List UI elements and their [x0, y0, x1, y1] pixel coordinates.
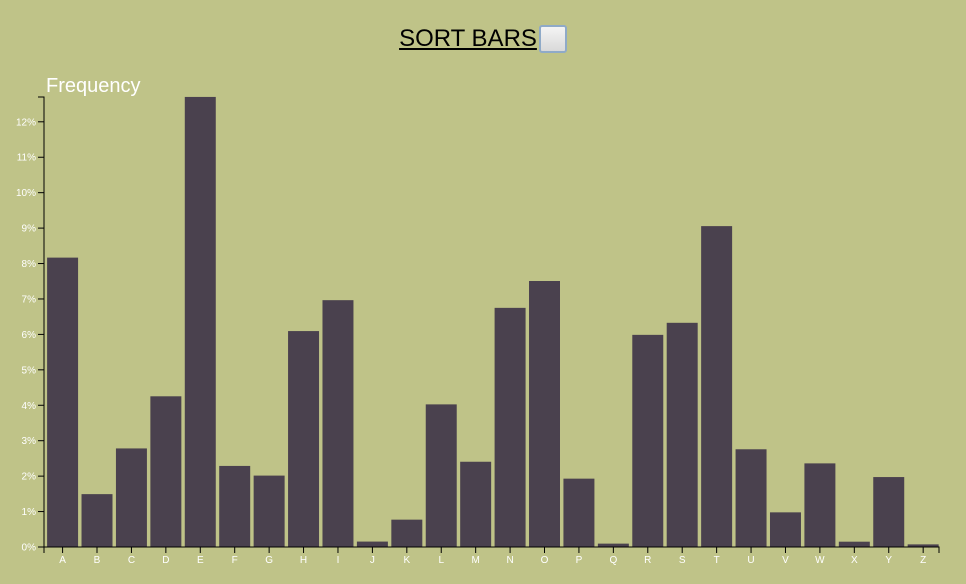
x-tick-label-n: N: [506, 555, 513, 566]
x-tick-label-t: T: [714, 555, 720, 566]
x-tick-label-l: L: [438, 555, 444, 566]
bar-b: [81, 494, 113, 547]
bar-k: [391, 519, 423, 547]
x-axis-line: [43, 546, 940, 553]
y-tick-label: 0%: [22, 543, 37, 554]
y-tick-label: 8%: [22, 259, 37, 270]
bar-o: [529, 281, 560, 547]
y-axis-label: Frequency: [46, 75, 141, 97]
x-tick-label-j: J: [370, 555, 375, 566]
x-tick-label-q: Q: [609, 555, 617, 566]
x-tick-label-v: V: [782, 555, 789, 566]
bar-m: [460, 461, 492, 547]
x-tick-label-h: H: [300, 555, 307, 566]
x-tick-label-r: R: [644, 555, 651, 566]
y-tick-label: 9%: [22, 224, 37, 235]
bar-s: [666, 322, 698, 547]
y-tick-label: 1%: [22, 507, 37, 518]
y-tick-label: 2%: [22, 472, 37, 483]
y-tick-label: 4%: [22, 401, 37, 412]
bar-x: [838, 541, 870, 547]
bar-g: [253, 475, 285, 547]
bars-group: [47, 96, 939, 548]
x-tick-label-a: A: [59, 555, 66, 566]
bar-h: [288, 331, 320, 547]
y-tick-label: 6%: [22, 330, 37, 341]
y-tick-label: 12%: [16, 117, 36, 128]
x-tick-label-x: X: [851, 555, 858, 566]
y-tick-label: 3%: [22, 436, 37, 447]
bar-f: [219, 465, 251, 547]
x-tick-label-s: S: [679, 555, 686, 566]
bar-u: [735, 449, 767, 547]
x-tick-label-y: Y: [885, 555, 892, 566]
x-axis: A B C D E F G H I J K L M N O P Q R S T U V W X Y Z: [43, 546, 940, 566]
y-tick-label: 10%: [16, 188, 36, 199]
bar-j: [356, 541, 388, 547]
bar-p: [563, 478, 595, 547]
bar-c: [115, 448, 147, 547]
x-tick-label-g: G: [265, 555, 273, 566]
x-tick-label-k: K: [403, 555, 410, 566]
x-tick-label-z: Z: [920, 555, 926, 566]
x-tick-label-c: C: [128, 555, 135, 566]
sort-control: SORT BARS: [0, 22, 966, 56]
bar-y: [873, 477, 905, 547]
x-tick-label-i: I: [337, 555, 340, 566]
y-axis: 0% 1% 2% 3% 4% 5% 6% 7% 8% 9% 10% 11% 12%: [16, 96, 45, 554]
sort-bars-label[interactable]: SORT BARS: [399, 25, 537, 52]
x-tick-label-m: M: [471, 555, 479, 566]
bar-n: [494, 307, 526, 547]
x-tick-label-w: W: [815, 555, 825, 566]
bar-l: [425, 404, 457, 547]
x-tick-label-o: O: [541, 555, 549, 566]
bar-r: [632, 334, 664, 547]
y-tick-label: 7%: [22, 294, 37, 305]
y-tick-label: 11%: [17, 153, 36, 164]
bar-z: [907, 544, 939, 547]
bar-q: [597, 543, 629, 547]
bar-t: [701, 226, 733, 547]
bar-e: [184, 96, 216, 548]
bar-a: [47, 257, 79, 547]
y-tick-label: 5%: [22, 365, 37, 376]
x-tick-label-b: B: [94, 555, 101, 566]
x-tick-label-d: D: [162, 555, 169, 566]
x-tick-label-f: F: [232, 555, 238, 566]
bar-d: [150, 396, 182, 547]
x-tick-label-u: U: [747, 555, 754, 566]
sort-bars-checkbox[interactable]: [538, 25, 567, 53]
x-tick-label-e: E: [197, 555, 204, 566]
bar-w: [804, 463, 836, 547]
bar-i: [322, 300, 354, 547]
bar-v: [769, 512, 801, 547]
y-axis-line: [38, 96, 45, 548]
x-tick-label-p: P: [576, 555, 583, 566]
